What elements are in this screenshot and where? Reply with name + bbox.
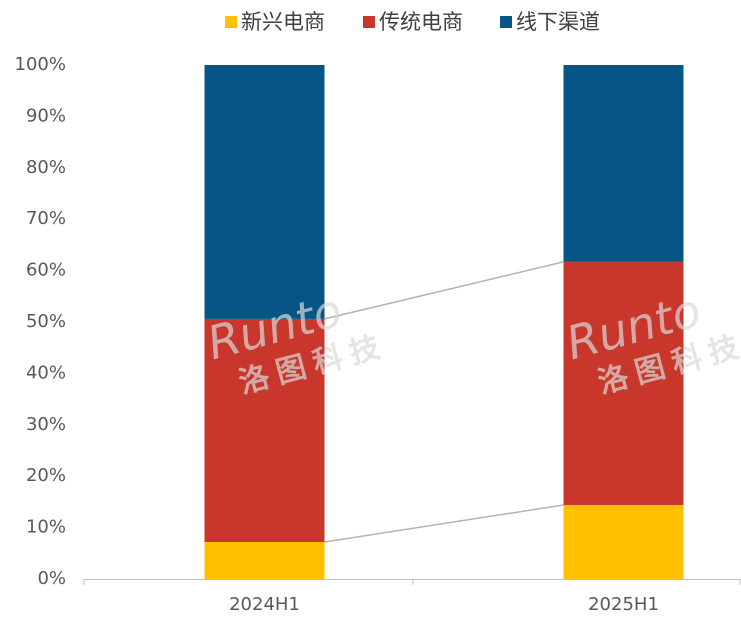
y-tick-label: 40% — [26, 362, 66, 383]
y-tick-label: 20% — [26, 465, 66, 486]
legend-label: 新兴电商 — [241, 10, 325, 34]
bar-segment — [563, 504, 684, 579]
y-tick-label: 100% — [15, 54, 66, 75]
x-tick-label: 2025H1 — [588, 594, 659, 615]
legend-label: 传统电商 — [379, 10, 463, 34]
bar-segment — [204, 318, 325, 542]
series-connector — [324, 504, 564, 543]
legend-swatch — [500, 16, 512, 28]
legend-swatch — [363, 16, 375, 28]
legend-label: 线下渠道 — [516, 10, 600, 34]
bar-segment — [204, 65, 325, 319]
y-tick-label: 50% — [26, 311, 66, 332]
y-tick-label: 90% — [26, 105, 66, 126]
x-tick-label: 2024H1 — [229, 594, 300, 615]
y-tick-label: 80% — [26, 157, 66, 178]
y-tick-label: 30% — [26, 414, 66, 435]
y-tick-label: 70% — [26, 208, 66, 229]
y-tick-label: 60% — [26, 260, 66, 281]
y-tick-label: 0% — [37, 568, 66, 589]
bar-segment — [563, 65, 684, 262]
bar-segment — [204, 541, 325, 579]
bar-segment — [563, 261, 684, 505]
series-connector — [324, 261, 564, 320]
legend-swatch — [225, 16, 237, 28]
y-tick-label: 10% — [26, 517, 66, 538]
